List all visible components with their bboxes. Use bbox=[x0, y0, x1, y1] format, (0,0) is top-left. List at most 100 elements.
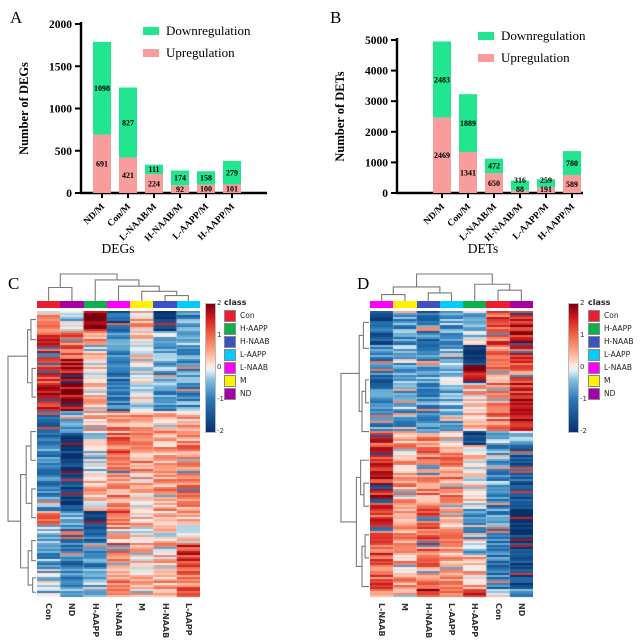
dendrogram-branch bbox=[363, 482, 369, 507]
class-legend-label: M bbox=[604, 376, 611, 385]
bar-value-down: 780 bbox=[566, 159, 578, 168]
dendrogram-branch bbox=[30, 430, 36, 461]
class-legend-label: L-AAPP bbox=[604, 350, 631, 359]
class-legend-swatch bbox=[224, 387, 236, 400]
panel-a: A 0 500 1000 1500 2000 Number of DEGs 691 1098 N… bbox=[0, 0, 320, 270]
annotation-cell bbox=[370, 301, 394, 308]
heatmap bbox=[370, 311, 533, 598]
y-tick-label: 2000 bbox=[49, 19, 72, 31]
class-legend-label: L-AAPP bbox=[240, 350, 267, 359]
column-label: H-AAPP bbox=[90, 603, 100, 638]
bar-segment-downregulation bbox=[223, 160, 241, 185]
y-tick-label: 3000 bbox=[365, 96, 388, 108]
class-legend-label: Con bbox=[604, 311, 619, 320]
legend-label: Upregulation bbox=[166, 45, 235, 60]
column-annotation-strip bbox=[370, 301, 533, 308]
y-axis-title: Number of DETs bbox=[333, 71, 347, 161]
class-legend-item: ND bbox=[224, 387, 270, 400]
panel-b: B 0 1000 2000 3000 4000 5000 Number of DETs 246… bbox=[320, 0, 640, 270]
bar-segment-upregulation bbox=[537, 187, 555, 193]
colorbar-tick-label: 2 bbox=[580, 299, 585, 307]
y-tick-label: 1000 bbox=[49, 104, 72, 116]
class-legend-label: H-NAAB bbox=[604, 337, 634, 346]
bar-value-up: 2469 bbox=[434, 151, 450, 160]
heatmap bbox=[37, 311, 200, 598]
bar-segment-upregulation bbox=[119, 157, 137, 193]
legend-swatch bbox=[478, 32, 494, 40]
bar-value-down: 259 bbox=[540, 176, 552, 185]
class-legend-label: ND bbox=[240, 389, 252, 398]
annotation-cell bbox=[60, 301, 84, 308]
colorbar-tick-label: 1 bbox=[217, 331, 222, 339]
annotation-cell bbox=[486, 301, 510, 308]
column-label: L-AAPP bbox=[183, 603, 193, 636]
legend-label: Downregulation bbox=[166, 23, 251, 38]
class-legend-item: L-NAAB bbox=[224, 361, 270, 374]
colorbar-tick-label: -1 bbox=[217, 395, 224, 403]
class-legend-item: Con bbox=[224, 309, 270, 322]
bar-segment-downregulation bbox=[93, 41, 111, 135]
dendrogram-branch bbox=[94, 279, 140, 301]
bar-segment-upregulation bbox=[171, 185, 189, 193]
column-label: M bbox=[137, 603, 147, 611]
class-legend: class Con H-AAPP H-NAAB L-AAPP L-NAAB M ND bbox=[224, 298, 270, 400]
x-axis-title: DEGs bbox=[102, 241, 135, 256]
class-legend-label: L-NAAB bbox=[240, 363, 268, 372]
panel-b-label: B bbox=[330, 8, 342, 27]
y-tick-label: 500 bbox=[55, 146, 73, 158]
dendrogram-branch bbox=[20, 474, 29, 569]
bar-value-up: 421 bbox=[122, 171, 134, 180]
class-legend-item: L-NAAB bbox=[588, 361, 634, 374]
column-label: H-NAAB bbox=[160, 603, 170, 639]
class-legend-item: M bbox=[224, 374, 270, 387]
bar-segment-upregulation bbox=[563, 174, 581, 193]
dendrogram-branch bbox=[340, 372, 360, 523]
degs-stacked-bar-chart: 0 500 1000 1500 2000 Number of DEGs 691 1098 ND/… bbox=[17, 19, 267, 256]
y-tick-label: 4000 bbox=[365, 66, 388, 78]
class-legend-item: Con bbox=[588, 309, 634, 322]
column-label: H-AAPP bbox=[470, 603, 480, 638]
colorbar-tick-label: 0 bbox=[580, 363, 585, 371]
class-legend-item: L-AAPP bbox=[588, 348, 634, 361]
panel-d-label: D bbox=[357, 274, 370, 293]
annotation-cell bbox=[439, 301, 464, 308]
class-legend-item: H-NAAB bbox=[224, 335, 270, 348]
row-dendrogram bbox=[7, 319, 36, 593]
class-legend-swatch bbox=[224, 335, 236, 348]
class-legend-swatch bbox=[588, 387, 600, 400]
dendrogram-branch bbox=[497, 289, 522, 301]
dendrogram-branch bbox=[32, 577, 36, 593]
y-tick-label: 1000 bbox=[365, 157, 388, 169]
bar-segment-upregulation bbox=[511, 190, 529, 193]
colorbar-tick-label: 2 bbox=[217, 299, 222, 307]
legend-swatch bbox=[143, 27, 159, 35]
class-legend-swatch bbox=[224, 322, 236, 335]
column-label: L-NAAB bbox=[377, 603, 387, 637]
class-legend-item: ND bbox=[588, 387, 634, 400]
class-legend-item: H-AAPP bbox=[224, 322, 270, 335]
column-label: ND bbox=[67, 603, 77, 617]
class-legend-item: H-AAPP bbox=[588, 322, 634, 335]
y-tick-label: 0 bbox=[66, 188, 72, 200]
annotation-cell bbox=[130, 301, 154, 308]
class-legend-swatch bbox=[588, 322, 600, 335]
column-label: Con bbox=[44, 603, 54, 621]
class-legend-swatch bbox=[224, 374, 236, 387]
bar-value-down: 279 bbox=[226, 168, 238, 177]
bar-value-up: 650 bbox=[488, 179, 500, 188]
class-legend-label: Con bbox=[240, 311, 255, 320]
bar-value-up: 1341 bbox=[460, 168, 476, 177]
class-legend-swatch bbox=[588, 335, 600, 348]
class-legend-label: H-AAPP bbox=[240, 324, 268, 333]
class-legend-item: M bbox=[588, 374, 634, 387]
panel-c: C Con ND H-AAPP L-NAAB M H-NAAB L-AAPP 2 1 0 -1 -2… bbox=[0, 270, 320, 641]
dendrogram-branch bbox=[474, 283, 511, 301]
annotation-cell bbox=[176, 301, 200, 308]
dendrogram-branch bbox=[358, 334, 364, 412]
colorbar-tick-label: -2 bbox=[580, 427, 587, 435]
bar-segment-downregulation bbox=[537, 179, 555, 188]
bar-value-down: 1098 bbox=[94, 84, 110, 93]
bar-segment-downregulation bbox=[197, 171, 215, 185]
legend-swatch bbox=[478, 54, 494, 62]
bar-value-up: 92 bbox=[176, 185, 184, 194]
